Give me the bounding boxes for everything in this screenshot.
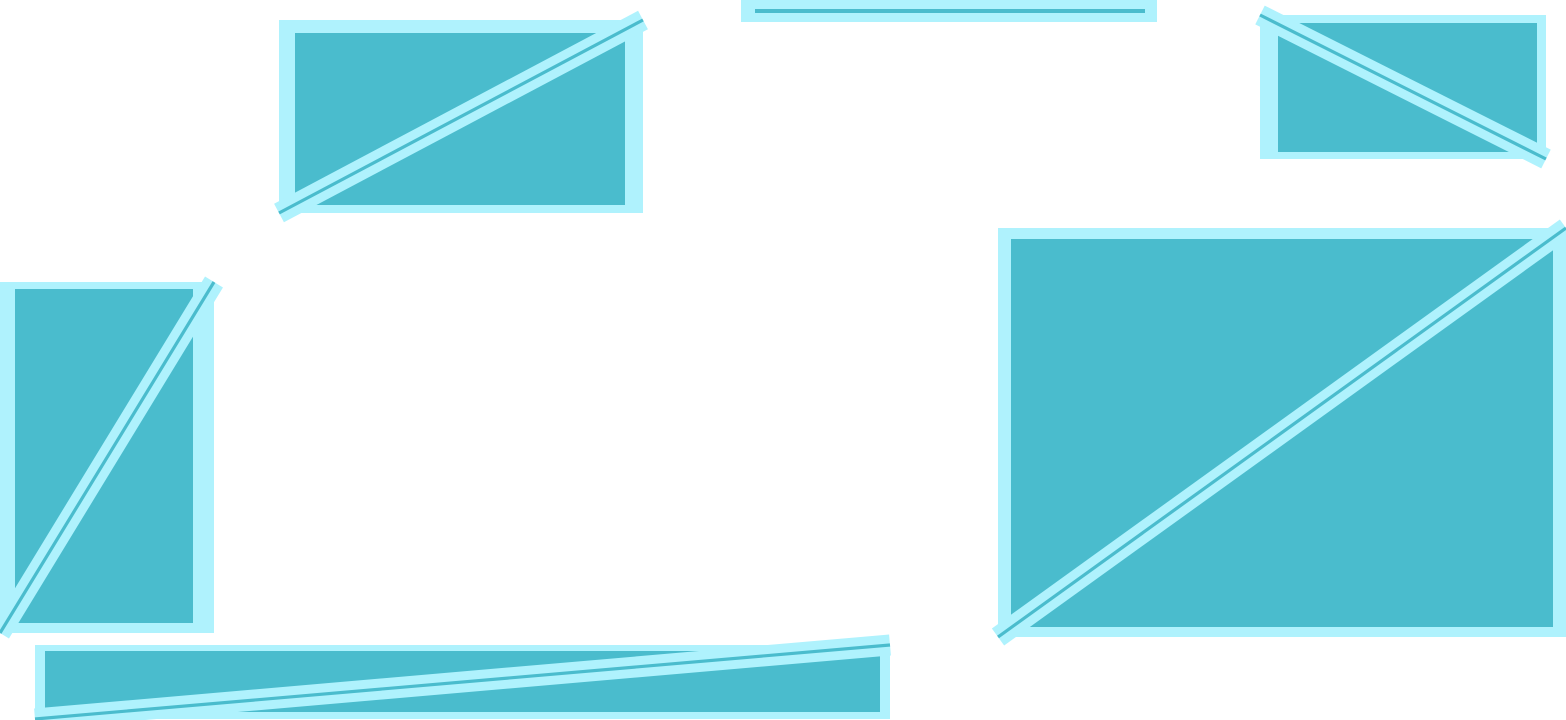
crossed-box-top-strip (741, 0, 1157, 22)
crossed-box-bottom-strip-slash-core (34, 643, 891, 720)
crossed-box-left-tall (0, 276, 223, 639)
crossed-box-top-strip-fill (755, 9, 1145, 13)
crossed-box-right-large (991, 219, 1566, 646)
crossed-box-top-right-slash-core (1259, 13, 1547, 161)
crossed-box-top-left (274, 10, 648, 223)
crossed-box-right-large-slash-core (997, 226, 1566, 639)
crossed-box-top-right (1255, 5, 1551, 169)
crossed-box-top-left-slash-core (278, 18, 644, 215)
crossed-box-bottom-strip (34, 634, 891, 720)
crossed-box-left-tall-slash-core (0, 281, 216, 634)
